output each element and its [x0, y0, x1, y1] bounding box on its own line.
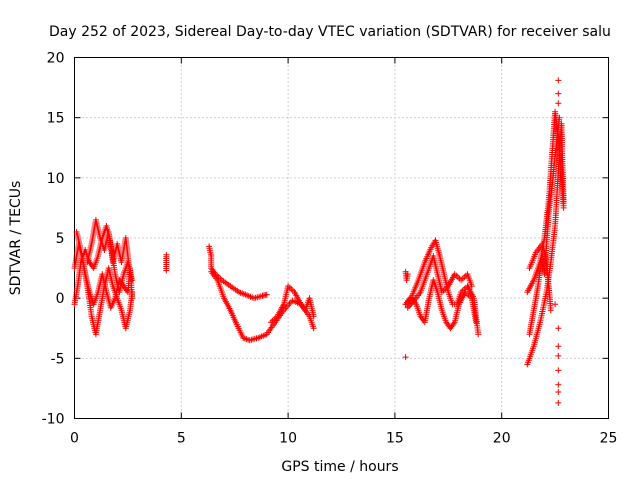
x-axis-title: GPS time / hours [281, 459, 398, 475]
chart-title: Day 252 of 2023, Sidereal Day-to-day VTE… [49, 24, 611, 40]
grid [74, 57, 609, 419]
y-tick-label: -10 [42, 412, 65, 428]
data-point [475, 331, 482, 338]
data-point [129, 277, 136, 284]
y-tick-label: -5 [51, 351, 65, 367]
x-tick-label: 20 [493, 431, 511, 447]
y-axis-title: SDTVAR / TECUs [8, 181, 24, 296]
data-point [555, 389, 562, 395]
data-point [468, 283, 475, 290]
y-tick-label: 0 [56, 291, 65, 307]
data-point [555, 367, 562, 374]
y-tick-label: 10 [47, 171, 65, 187]
data-point [547, 307, 554, 314]
data-point [129, 295, 136, 302]
data-point [263, 291, 270, 298]
data-point [555, 381, 562, 388]
x-tick-label: 0 [70, 431, 79, 447]
data-point [555, 325, 562, 332]
data-point [402, 354, 409, 361]
data-point [552, 301, 559, 308]
data-point [555, 100, 562, 107]
data-point [404, 271, 411, 278]
data-point [555, 352, 562, 359]
data-point [310, 313, 317, 320]
x-tick-label: 10 [279, 431, 297, 447]
x-tick-label: 15 [386, 431, 404, 447]
data-point [127, 271, 133, 278]
data-point [555, 90, 562, 97]
data-point [560, 204, 567, 211]
y-tick-label: 5 [56, 231, 65, 247]
data-point [473, 319, 480, 326]
data-point [555, 77, 562, 84]
x-tick-labels: 0 5 10 15 20 25 [70, 431, 617, 447]
data-point [406, 303, 412, 310]
axis-ticks [74, 57, 609, 419]
data-point [163, 251, 170, 258]
y-tick-label: 20 [47, 51, 65, 67]
data-point [556, 114, 563, 121]
x-tick-label: 5 [177, 431, 186, 447]
data-point [555, 343, 562, 350]
x-tick-label: 25 [600, 431, 618, 447]
data-point [409, 299, 416, 305]
data-point [310, 325, 317, 332]
data-point [555, 399, 562, 406]
data-marks [71, 77, 567, 406]
y-tick-labels: -10 -5 0 5 10 15 20 [42, 51, 65, 428]
y-tick-label: 15 [47, 111, 65, 127]
